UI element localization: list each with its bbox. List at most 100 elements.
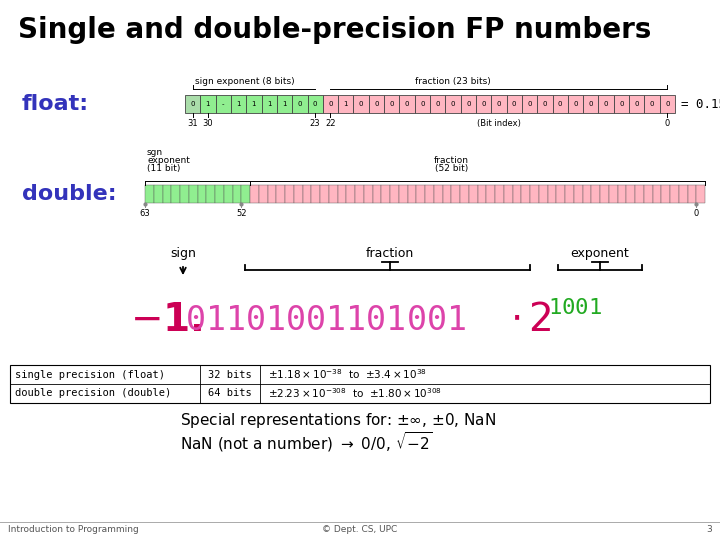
Text: 0: 0 <box>665 119 670 128</box>
Bar <box>189 185 197 203</box>
Text: double:: double: <box>22 184 117 204</box>
Text: NaN (not a number) $\rightarrow$ 0/0, $\sqrt{-2}$: NaN (not a number) $\rightarrow$ 0/0, $\… <box>180 430 433 454</box>
Bar <box>206 185 215 203</box>
Bar <box>582 185 591 203</box>
Bar <box>433 185 443 203</box>
Bar <box>644 185 652 203</box>
Text: 23: 23 <box>310 119 320 128</box>
Text: 0: 0 <box>328 101 333 107</box>
Bar <box>10 365 710 403</box>
Text: 0: 0 <box>451 101 455 107</box>
Text: 0: 0 <box>436 101 440 107</box>
Bar <box>522 95 537 113</box>
Bar <box>660 95 675 113</box>
Bar <box>320 185 329 203</box>
Text: 0: 0 <box>359 101 364 107</box>
Bar <box>557 185 565 203</box>
Text: (52 bit): (52 bit) <box>435 164 468 173</box>
Bar <box>469 185 477 203</box>
Bar <box>258 185 268 203</box>
Bar <box>154 185 163 203</box>
Text: 0: 0 <box>466 101 471 107</box>
Bar <box>382 185 390 203</box>
Bar <box>565 185 574 203</box>
Bar <box>307 95 323 113</box>
Text: = 0.15625: = 0.15625 <box>681 98 720 111</box>
Text: 32 bits: 32 bits <box>208 369 252 380</box>
Bar <box>598 95 613 113</box>
Text: 0: 0 <box>313 101 318 107</box>
Bar <box>644 95 660 113</box>
Bar <box>261 95 277 113</box>
Text: 0: 0 <box>390 101 394 107</box>
Text: 22: 22 <box>325 119 336 128</box>
Bar <box>574 185 582 203</box>
Text: Introduction to Programming: Introduction to Programming <box>8 525 139 535</box>
Text: 0: 0 <box>573 101 577 107</box>
Text: 0: 0 <box>512 101 516 107</box>
Text: 3: 3 <box>706 525 712 535</box>
Bar <box>185 95 200 113</box>
Bar <box>629 95 644 113</box>
Bar <box>618 185 626 203</box>
Bar <box>338 95 354 113</box>
Bar <box>476 95 491 113</box>
Text: 0: 0 <box>420 101 425 107</box>
Text: -: - <box>222 101 225 107</box>
Text: (11 bit): (11 bit) <box>147 164 181 173</box>
Bar <box>495 185 504 203</box>
Bar <box>521 185 530 203</box>
Text: sign: sign <box>170 247 196 260</box>
Text: 1: 1 <box>343 101 348 107</box>
Text: sign exponent (8 bits): sign exponent (8 bits) <box>194 77 294 86</box>
Text: exponent: exponent <box>571 247 629 260</box>
Bar <box>400 95 415 113</box>
Text: exponent: exponent <box>147 156 190 165</box>
Bar <box>233 185 241 203</box>
Bar <box>583 95 598 113</box>
Text: 1: 1 <box>206 101 210 107</box>
Bar <box>415 95 430 113</box>
Bar <box>354 95 369 113</box>
Bar <box>163 185 171 203</box>
Text: 0: 0 <box>482 101 486 107</box>
Bar <box>390 185 399 203</box>
Text: 0: 0 <box>297 101 302 107</box>
Text: $\pm 2.23 \times 10^{-308}$  to  $\pm 1.80 \times 10^{308}$: $\pm 2.23 \times 10^{-308}$ to $\pm 1.80… <box>268 387 442 400</box>
Text: $\mathtt{1001}$: $\mathtt{1001}$ <box>548 298 602 318</box>
Bar <box>241 185 250 203</box>
Bar <box>652 185 661 203</box>
Text: fraction: fraction <box>366 247 414 260</box>
Text: 0: 0 <box>619 101 624 107</box>
Bar <box>635 185 644 203</box>
Text: 30: 30 <box>202 119 213 128</box>
Bar <box>292 95 307 113</box>
Text: sgn: sgn <box>147 148 163 157</box>
Bar <box>608 185 618 203</box>
Bar <box>425 185 433 203</box>
Text: 52: 52 <box>236 209 246 218</box>
Bar <box>688 185 696 203</box>
Text: $-\mathbf{1.}$: $-\mathbf{1.}$ <box>130 301 202 339</box>
Text: 0: 0 <box>665 101 670 107</box>
Bar <box>355 185 364 203</box>
Bar <box>285 185 294 203</box>
Bar <box>384 95 400 113</box>
Bar <box>408 185 416 203</box>
Text: double precision (double): double precision (double) <box>15 388 171 399</box>
Bar <box>276 185 285 203</box>
Text: $\mathtt{01101001101001}$: $\mathtt{01101001101001}$ <box>185 303 466 336</box>
Bar <box>399 185 408 203</box>
Bar <box>224 185 233 203</box>
Text: float:: float: <box>22 94 89 114</box>
Bar <box>277 95 292 113</box>
Bar <box>215 185 224 203</box>
Text: $\cdot\, 2$: $\cdot\, 2$ <box>510 301 552 339</box>
Text: 0: 0 <box>405 101 409 107</box>
Text: $\pm 1.18 \times 10^{-38}$  to  $\pm 3.4 \times 10^{38}$: $\pm 1.18 \times 10^{-38}$ to $\pm 3.4 \… <box>268 368 427 381</box>
Bar <box>231 95 246 113</box>
Bar <box>504 185 513 203</box>
Bar <box>613 95 629 113</box>
Bar <box>513 185 521 203</box>
Bar <box>364 185 372 203</box>
